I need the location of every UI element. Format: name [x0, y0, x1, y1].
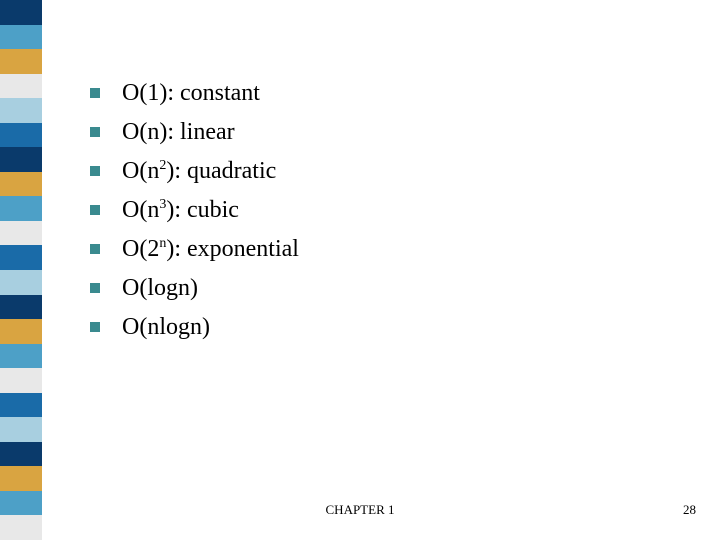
footer-page-number: 28 — [683, 502, 696, 518]
stripe — [0, 196, 42, 221]
square-bullet-icon — [90, 283, 100, 293]
stripe — [0, 49, 42, 74]
stripe — [0, 0, 42, 25]
stripe — [0, 442, 42, 467]
list-item: O(logn) — [90, 273, 299, 303]
stripe — [0, 98, 42, 123]
square-bullet-icon — [90, 88, 100, 98]
list-item: O(1): constant — [90, 78, 299, 108]
list-item: O(n): linear — [90, 117, 299, 147]
text-prefix: O(nlogn) — [122, 314, 210, 340]
stripe — [0, 221, 42, 246]
text-prefix: O(logn) — [122, 275, 198, 301]
text-prefix: O(n — [122, 158, 159, 184]
square-bullet-icon — [90, 205, 100, 215]
list-item-text: O(logn) — [122, 274, 198, 303]
stripe — [0, 393, 42, 418]
square-bullet-icon — [90, 166, 100, 176]
text-suffix: ): quadratic — [166, 158, 276, 184]
list-item: O(n2): quadratic — [90, 156, 299, 186]
text-suffix: linear — [180, 119, 235, 145]
stripe — [0, 123, 42, 148]
list-item-text: O(n): linear — [122, 118, 235, 147]
list-item-text: O(2n): exponential — [122, 235, 299, 264]
text-suffix: ): cubic — [166, 197, 239, 223]
decorative-stripe-column — [0, 0, 42, 540]
stripe — [0, 74, 42, 99]
list-item: O(n3): cubic — [90, 195, 299, 225]
list-item-text: O(nlogn) — [122, 313, 210, 342]
list-item-text: O(n2): quadratic — [122, 157, 276, 186]
text-prefix: O(2 — [122, 236, 159, 262]
bullet-list: O(1): constantO(n): linearO(n2): quadrat… — [90, 78, 299, 351]
stripe — [0, 295, 42, 320]
footer-chapter: CHAPTER 1 — [326, 502, 395, 518]
stripe — [0, 147, 42, 172]
text-prefix: O(n): — [122, 119, 180, 145]
text-suffix: constant — [180, 80, 260, 106]
stripe — [0, 344, 42, 369]
square-bullet-icon — [90, 322, 100, 332]
stripe — [0, 368, 42, 393]
stripe — [0, 466, 42, 491]
stripe — [0, 245, 42, 270]
list-item: O(2n): exponential — [90, 234, 299, 264]
stripe — [0, 25, 42, 50]
stripe — [0, 319, 42, 344]
stripe — [0, 417, 42, 442]
stripe — [0, 491, 42, 516]
stripe — [0, 172, 42, 197]
square-bullet-icon — [90, 244, 100, 254]
text-suffix: ): exponential — [166, 236, 299, 262]
square-bullet-icon — [90, 127, 100, 137]
list-item-text: O(1): constant — [122, 79, 260, 108]
list-item: O(nlogn) — [90, 312, 299, 342]
list-item-text: O(n3): cubic — [122, 196, 239, 225]
stripe — [0, 515, 42, 540]
text-prefix: O(1): — [122, 80, 180, 106]
stripe — [0, 270, 42, 295]
text-prefix: O(n — [122, 197, 159, 223]
